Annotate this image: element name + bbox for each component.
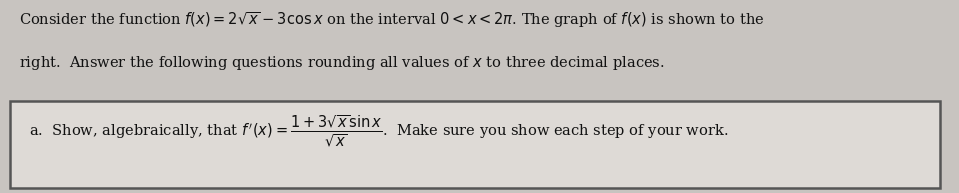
FancyBboxPatch shape xyxy=(10,101,940,188)
Text: a.  Show, algebraically, that $f\,'(x)=\dfrac{1+3\sqrt{x}\sin x}{\sqrt{x}}$.  Ma: a. Show, algebraically, that $f\,'(x)=\d… xyxy=(29,114,728,149)
Text: right.  Answer the following questions rounding all values of $x$ to three decim: right. Answer the following questions ro… xyxy=(19,54,665,72)
Text: Consider the function $f(x)=2\sqrt{x}-3\cos x$ on the interval $0<x<2\pi$. The g: Consider the function $f(x)=2\sqrt{x}-3\… xyxy=(19,10,764,30)
